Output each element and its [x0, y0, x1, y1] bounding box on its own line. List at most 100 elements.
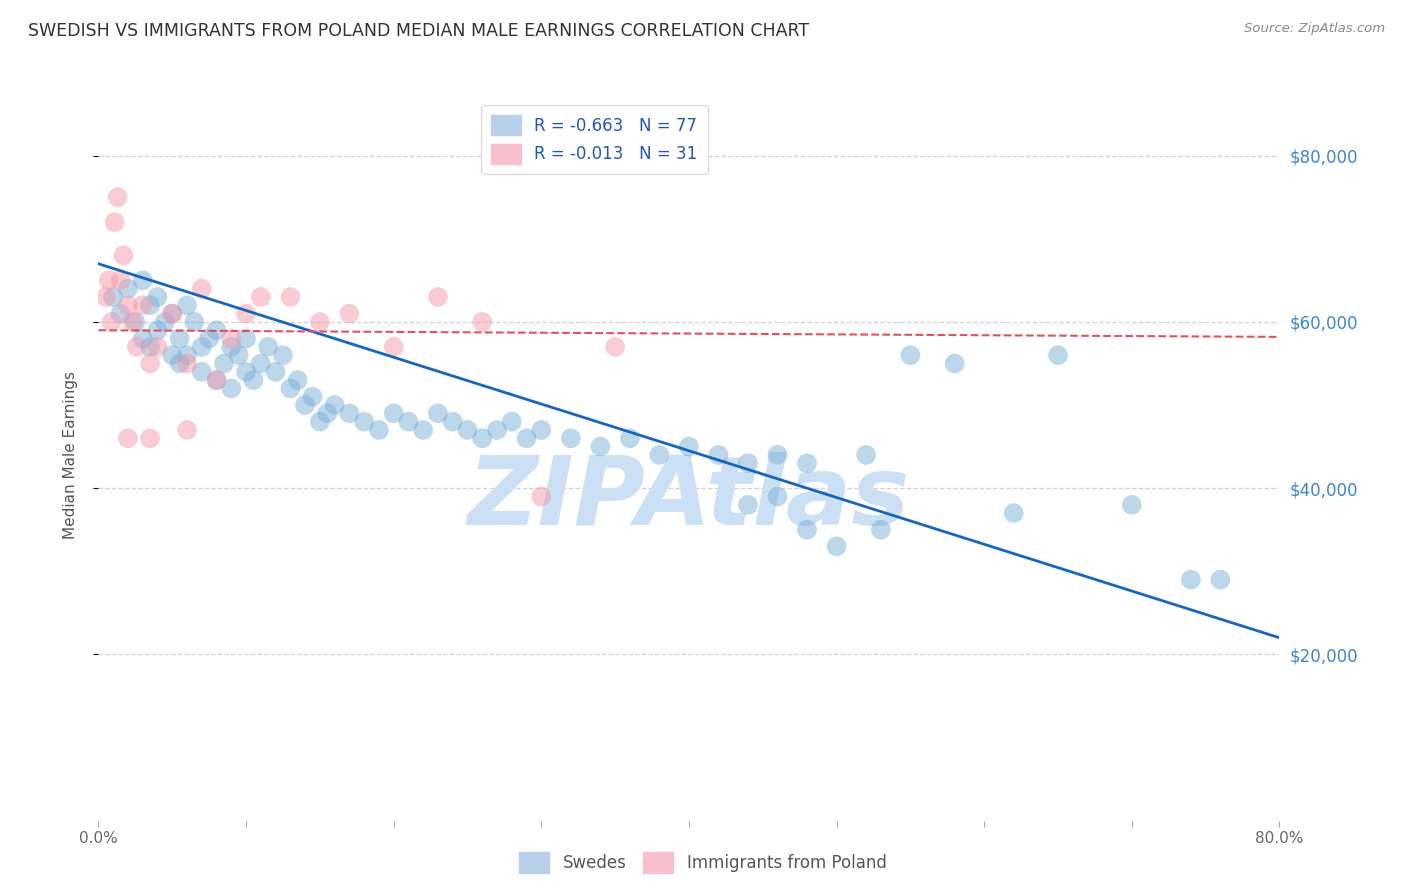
Point	[294, 398, 316, 412]
Point	[139, 431, 162, 445]
Point	[264, 365, 287, 379]
Point	[191, 340, 214, 354]
Point	[1209, 573, 1232, 587]
Point	[124, 315, 146, 329]
Point	[176, 423, 198, 437]
Point	[869, 523, 891, 537]
Point	[205, 373, 228, 387]
Point	[619, 431, 641, 445]
Point	[309, 415, 332, 429]
Point	[221, 381, 243, 395]
Point	[456, 423, 478, 437]
Point	[242, 373, 264, 387]
Point	[139, 298, 162, 312]
Point	[737, 456, 759, 470]
Legend: R = -0.663   N = 77, R = -0.013   N = 31: R = -0.663 N = 77, R = -0.013 N = 31	[481, 105, 707, 174]
Point	[287, 373, 309, 387]
Point	[486, 423, 509, 437]
Point	[737, 498, 759, 512]
Point	[121, 315, 143, 329]
Point	[205, 373, 228, 387]
Point	[766, 490, 789, 504]
Point	[191, 282, 214, 296]
Point	[228, 348, 250, 362]
Point	[382, 406, 405, 420]
Point	[943, 357, 966, 371]
Point	[339, 307, 360, 321]
Point	[271, 348, 294, 362]
Point	[530, 423, 553, 437]
Point	[176, 298, 198, 312]
Point	[278, 381, 302, 395]
Point	[183, 315, 205, 329]
Point	[176, 348, 198, 362]
Point	[235, 307, 257, 321]
Point	[382, 340, 405, 354]
Point	[471, 315, 494, 329]
Point	[146, 323, 169, 337]
Point	[104, 215, 127, 229]
Point	[301, 390, 323, 404]
Point	[132, 298, 155, 312]
Point	[766, 448, 789, 462]
Point	[191, 365, 214, 379]
Point	[855, 448, 877, 462]
Point	[146, 340, 169, 354]
Point	[117, 431, 139, 445]
Point	[97, 273, 120, 287]
Point	[162, 348, 183, 362]
Point	[250, 357, 273, 371]
Point	[132, 273, 155, 287]
Point	[205, 323, 228, 337]
Point	[162, 307, 183, 321]
Point	[1002, 506, 1025, 520]
Point	[176, 357, 198, 371]
Point	[427, 290, 450, 304]
Point	[117, 298, 139, 312]
Point	[900, 348, 922, 362]
Text: ZIPAtlas: ZIPAtlas	[468, 452, 910, 545]
Point	[316, 406, 339, 420]
Point	[169, 357, 191, 371]
Point	[117, 282, 139, 296]
Point	[221, 332, 243, 346]
Point	[198, 332, 221, 346]
Point	[427, 406, 450, 420]
Point	[125, 340, 148, 354]
Point	[560, 431, 582, 445]
Point	[250, 290, 273, 304]
Point	[107, 190, 129, 204]
Point	[110, 307, 132, 321]
Point	[110, 273, 132, 287]
Point	[396, 415, 419, 429]
Point	[278, 290, 302, 304]
Point	[796, 456, 818, 470]
Point	[678, 440, 700, 454]
Point	[103, 290, 125, 304]
Point	[1121, 498, 1143, 512]
Point	[825, 539, 848, 553]
Point	[707, 448, 730, 462]
Point	[146, 290, 169, 304]
Point	[153, 315, 176, 329]
Text: SWEDISH VS IMMIGRANTS FROM POLAND MEDIAN MALE EARNINGS CORRELATION CHART: SWEDISH VS IMMIGRANTS FROM POLAND MEDIAN…	[28, 22, 810, 40]
Point	[139, 357, 162, 371]
Point	[796, 523, 818, 537]
Point	[501, 415, 523, 429]
Point	[139, 340, 162, 354]
Point	[257, 340, 280, 354]
Point	[412, 423, 434, 437]
Point	[235, 365, 257, 379]
Point	[221, 340, 243, 354]
Point	[212, 357, 235, 371]
Point	[162, 307, 183, 321]
Point	[471, 431, 494, 445]
Point	[368, 423, 391, 437]
Point	[112, 248, 135, 262]
Point	[605, 340, 627, 354]
Point	[1046, 348, 1069, 362]
Text: Source: ZipAtlas.com: Source: ZipAtlas.com	[1244, 22, 1385, 36]
Point	[441, 415, 464, 429]
Y-axis label: Median Male Earnings: Median Male Earnings	[63, 371, 77, 539]
Point	[530, 490, 553, 504]
